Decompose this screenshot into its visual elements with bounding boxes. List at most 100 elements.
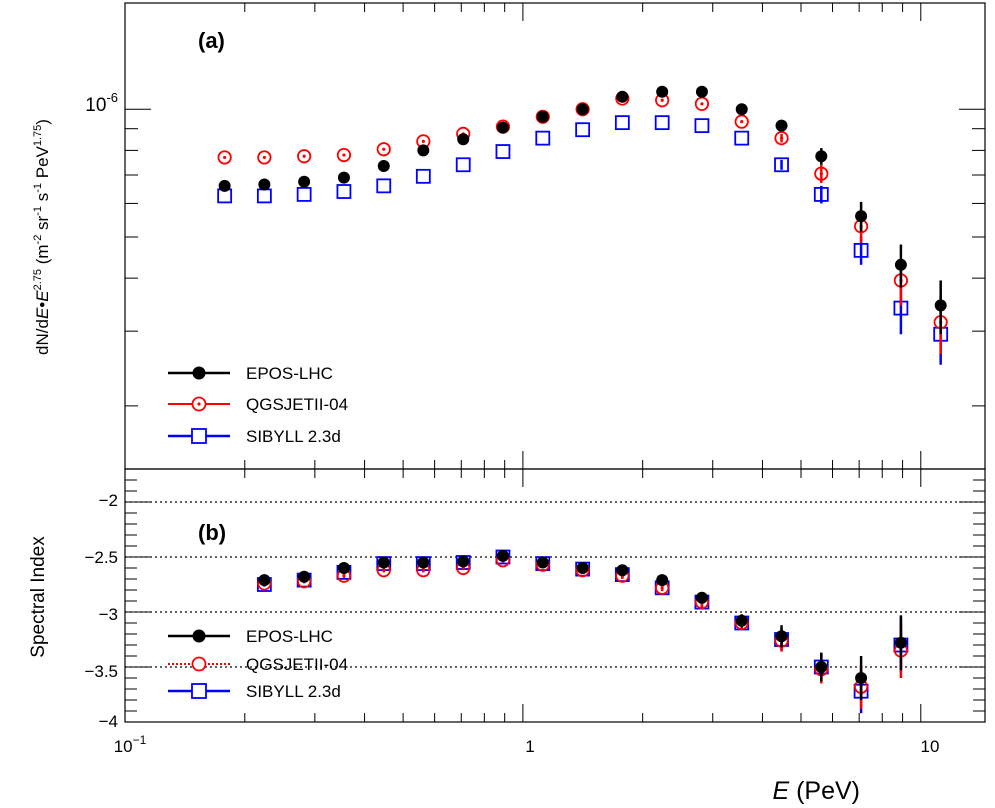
panel-b-legend: EPOS-LHC QGSJETII-04 SIBYLL 2.3d — [168, 627, 348, 701]
data-point-sibyll — [455, 157, 471, 173]
data-point-center-qgsjet — [660, 586, 664, 590]
data-point-center-qgsjet — [421, 139, 425, 144]
data-point-epos — [695, 591, 708, 604]
data-point-epos — [656, 574, 669, 587]
data-point-sibyll — [535, 130, 551, 146]
data-point-epos — [536, 556, 549, 569]
data-point-center-qgsjet — [700, 102, 704, 106]
data-point-center-qgsjet — [382, 568, 386, 572]
xtick-label-1: 1 — [525, 737, 534, 756]
legend-b-qgsjet: QGSJETII-04 — [168, 655, 348, 674]
data-point-epos — [576, 103, 589, 116]
data-point-center-qgsjet — [779, 136, 784, 140]
panel-b-ytick-label: −2 — [99, 491, 118, 510]
data-point-epos — [377, 556, 390, 569]
data-point-epos — [457, 555, 470, 568]
data-point-epos — [337, 171, 350, 184]
legend-a-epos: EPOS-LHC — [168, 364, 333, 383]
legend-b-sibyll: SIBYLL 2.3d — [168, 682, 341, 701]
data-point-epos — [616, 90, 629, 103]
legend-b-qgsjet-label: QGSJETII-04 — [246, 655, 348, 674]
data-point-sibyll — [336, 184, 352, 199]
data-point-sibyll — [495, 144, 511, 159]
panel-b-y-axis-title: Spectral Index — [28, 536, 49, 658]
data-point-center-qgsjet — [421, 568, 425, 572]
panel-a: (a) 10-6 dN/dE•E2.75 (m-2 sr-1 s-1 PeV1.… — [32, 2, 986, 470]
data-point-epos — [496, 121, 509, 134]
legend-a-sibyll-marker — [191, 428, 207, 444]
data-point-center-qgsjet — [302, 154, 306, 158]
panel-b-frame — [124, 468, 986, 723]
data-point-qgsjet — [376, 142, 391, 157]
legend-a-qgsjet: QGSJETII-04 — [168, 395, 348, 414]
data-point-epos — [775, 630, 788, 643]
data-point-epos — [536, 110, 549, 123]
data-point-epos — [258, 178, 271, 191]
data-point-sibyll — [296, 187, 312, 202]
data-point-epos — [695, 85, 708, 98]
data-point-epos — [417, 556, 430, 569]
x-axis-title: E (PeV) — [772, 777, 860, 805]
data-point-sibyll — [853, 242, 869, 258]
panel-b-reference-lines — [125, 501, 985, 668]
data-point-epos — [457, 133, 470, 146]
data-point-sibyll — [654, 115, 670, 131]
data-point-center-qgsjet — [660, 98, 664, 102]
data-point-sibyll — [734, 130, 750, 146]
panel-b: (b) −2 −2.5 −3 −3.5 −4 Spectral Index 10… — [28, 468, 986, 805]
legend-b-qgsjet-marker — [191, 656, 207, 672]
legend-a-epos-marker — [192, 366, 206, 380]
panel-b-label: (b) — [198, 520, 226, 545]
panel-b-ytick-label: −2.5 — [84, 548, 118, 567]
data-point-epos — [337, 562, 350, 574]
data-point-epos — [855, 672, 868, 684]
data-point-epos — [894, 636, 907, 649]
data-point-qgsjet — [297, 149, 312, 164]
data-point-center-qgsjet — [382, 147, 386, 151]
data-point-epos — [775, 119, 788, 132]
panel-b-ytick-label: −3.5 — [84, 662, 118, 681]
panel-a-ticks — [124, 3, 985, 469]
xtick-label-0.1: 10−1 — [114, 733, 147, 756]
panel-a-legend: EPOS-LHC QGSJETII-04 SIBYLL 2.3d — [168, 364, 348, 446]
legend-b-epos: EPOS-LHC — [168, 627, 333, 646]
legend-a-epos-label: EPOS-LHC — [246, 364, 333, 383]
data-point-epos — [298, 175, 311, 188]
data-point-qgsjet — [535, 109, 550, 124]
data-point-center-qgsjet — [262, 155, 266, 160]
panel-b-ytick-labels: −2 −2.5 −3 −3.5 −4 — [84, 491, 118, 731]
xtick-label-10: 10 — [921, 737, 940, 756]
panel-b-ytick-label: −4 — [99, 712, 118, 731]
legend-a-sibyll: SIBYLL 2.3d — [168, 427, 341, 446]
data-point-epos — [298, 570, 311, 583]
panel-a-ytick-label: 10-6 — [85, 90, 118, 116]
data-point-sibyll — [415, 168, 431, 184]
data-point-epos — [815, 661, 828, 673]
data-point-epos — [576, 562, 589, 574]
data-point-sibyll — [614, 115, 630, 131]
data-point-qgsjet — [257, 150, 272, 165]
legend-a-sibyll-label: SIBYLL 2.3d — [246, 427, 341, 446]
panel-a-label: (a) — [198, 28, 225, 53]
data-point-epos — [616, 564, 629, 577]
data-point-qgsjet — [575, 102, 590, 117]
data-point-epos — [934, 299, 947, 312]
data-point-qgsjet — [734, 114, 749, 129]
panel-a-data-marks — [217, 85, 949, 365]
legend-a-qgsjet-label: QGSJETII-04 — [246, 395, 348, 414]
data-point-sibyll — [376, 178, 392, 194]
panel-b-ytick-label: −3 — [99, 605, 118, 624]
data-point-epos — [656, 85, 669, 98]
data-point-sibyll — [575, 122, 591, 138]
data-point-center-qgsjet — [740, 120, 744, 124]
panel-a-y-axis-title: dN/dE•E2.75 (m-2 sr-1 s-1 PeV1.75) — [32, 119, 52, 355]
data-point-epos — [855, 210, 868, 223]
data-point-epos — [377, 160, 390, 173]
legend-b-sibyll-label: SIBYLL 2.3d — [246, 682, 341, 701]
data-point-epos — [258, 574, 271, 587]
data-point-center-qgsjet — [342, 153, 346, 157]
legend-b-sibyll-marker — [191, 683, 207, 699]
data-point-epos — [894, 258, 907, 271]
data-point-epos — [735, 103, 748, 116]
